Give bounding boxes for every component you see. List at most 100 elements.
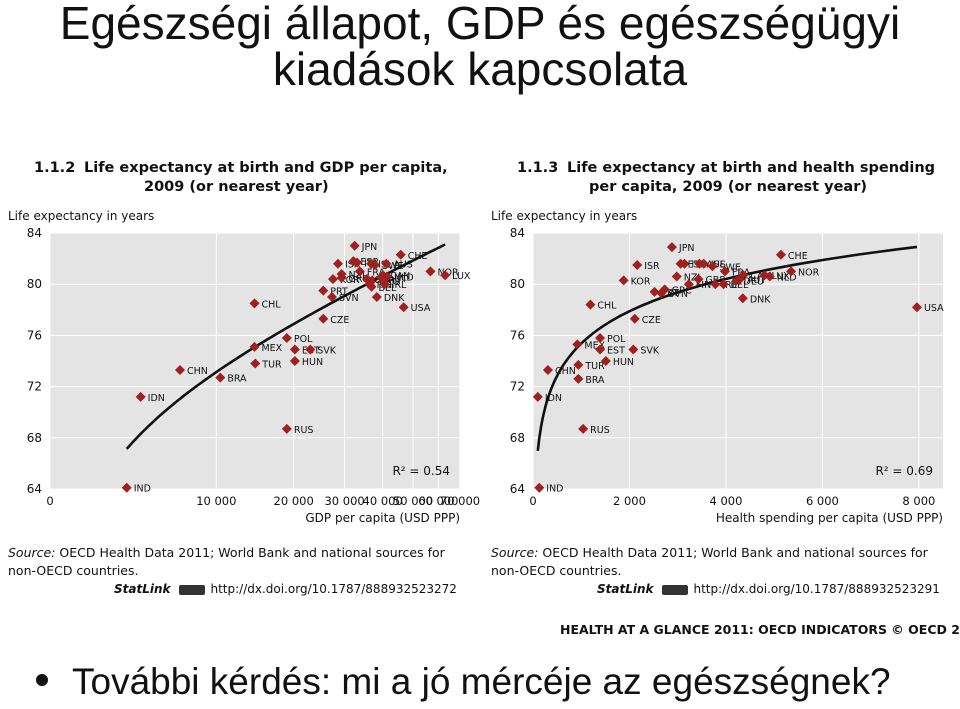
y-tick-label: 76 — [510, 328, 525, 342]
data-point-label: LUX — [772, 271, 791, 282]
data-point-marker — [381, 271, 392, 282]
x-axis-label: Health spending per capita (USD PPP) — [716, 511, 943, 525]
data-point-marker — [440, 270, 451, 281]
data-point-marker — [249, 298, 260, 309]
data-point-marker — [395, 249, 406, 260]
data-point-label: JPN — [678, 243, 695, 254]
data-point-label: CHE — [788, 251, 808, 262]
data-point-marker — [281, 332, 292, 343]
data-point-marker — [656, 288, 667, 299]
data-point-label: RUS — [590, 425, 610, 436]
data-point-label: HUN — [302, 357, 323, 368]
data-point-label: USA — [411, 303, 431, 314]
data-point-marker — [425, 266, 436, 277]
x-tick-label: 0 — [529, 494, 536, 508]
chart-title-line2: per capita, 2009 (or nearest year) — [589, 179, 867, 195]
x-tick-label: 10 000 — [196, 494, 236, 508]
slide-title: Egészségi állapot, GDP és egészségügyi k… — [0, 0, 960, 92]
data-point-marker — [628, 344, 639, 355]
data-point-marker — [710, 279, 721, 290]
data-point-label: DEU — [379, 276, 399, 287]
data-point-label: NOR — [437, 267, 459, 278]
chart-title-line2: 2009 (or nearest year) — [144, 179, 329, 195]
statlink-url[interactable]: http://dx.doi.org/10.1787/888932523272 — [210, 582, 457, 596]
data-point-marker — [289, 356, 300, 366]
data-point-marker — [352, 257, 363, 268]
chart-panel-gdp: 1.1.2 Life expectancy at birth and GDP p… — [4, 145, 480, 607]
data-point-label: CHE — [408, 251, 428, 262]
statlink-url[interactable]: http://dx.doi.org/10.1787/888932523291 — [693, 582, 940, 596]
data-point-marker — [349, 240, 360, 251]
data-point-marker — [175, 364, 186, 375]
data-point-label: CZE — [330, 315, 349, 326]
data-point-marker — [675, 258, 686, 269]
data-point-label: PRT — [330, 287, 348, 298]
data-point-label: DNK — [750, 294, 771, 305]
data-point-label: IRL — [392, 280, 407, 291]
data-point-marker — [649, 286, 660, 297]
data-point-label: KOR — [340, 275, 360, 286]
data-point-marker — [707, 261, 718, 272]
data-point-label: IND — [546, 484, 563, 495]
data-point-marker — [215, 372, 226, 383]
data-point-label: FIN — [696, 280, 711, 291]
data-point-marker — [595, 344, 606, 355]
data-point-marker — [250, 358, 261, 369]
data-point-label: BRA — [227, 374, 247, 385]
data-point-marker — [764, 271, 775, 282]
data-point-marker — [737, 293, 748, 304]
publication-footer: HEALTH AT A GLANCE 2011: OECD INDICATORS… — [560, 622, 960, 637]
y-axis-label: Life expectancy in years — [491, 209, 638, 223]
data-point-label: CAN — [750, 271, 770, 282]
data-point-label: TUR — [584, 361, 605, 372]
data-point-marker — [398, 302, 409, 313]
data-point-label: SVK — [317, 345, 337, 356]
y-tick-label: 68 — [510, 431, 525, 445]
data-point-label: CHN — [555, 366, 576, 377]
data-point-marker — [683, 279, 694, 290]
data-point-marker — [572, 339, 583, 350]
statlink: StatLink http://dx.doi.org/10.1787/888932… — [597, 582, 940, 596]
data-point-label: DEU — [744, 276, 764, 287]
data-point-label: DNK — [384, 293, 405, 304]
data-point-marker — [318, 285, 329, 296]
source-text: OECD Health Data 2011; World Bank and na… — [491, 545, 928, 578]
slide-title-line1: Egészségi állapot, GDP és egészségügyi — [59, 0, 901, 49]
data-point-label: AUS — [393, 260, 412, 271]
x-tick-label: 0 — [46, 494, 53, 508]
data-point-label: NZL — [684, 273, 704, 284]
data-point-label: HUN — [613, 357, 634, 368]
data-point-label: TUR — [261, 360, 282, 371]
scatter-plot-health-spending: 64 68 72 76 80 84 0 2 000 4 000 6 000 8 000 Health … — [510, 226, 944, 525]
data-point-marker — [693, 274, 704, 285]
x-tick-label: 40 000 — [363, 494, 403, 508]
statlink: StatLink http://dx.doi.org/10.1787/888932… — [114, 582, 457, 596]
data-point-label: CZE — [642, 315, 661, 326]
data-point-marker — [629, 313, 640, 324]
data-point-marker — [532, 391, 543, 402]
data-point-marker — [600, 356, 611, 366]
data-point-marker — [362, 274, 373, 285]
data-point-marker — [573, 373, 584, 384]
data-point-label: GRC — [349, 274, 369, 285]
data-point-label: IDN — [148, 393, 165, 404]
data-point-label: IND — [134, 484, 151, 495]
data-point-label: IDN — [545, 393, 562, 404]
statlink-logo-icon — [661, 584, 688, 595]
r-squared-label: R² = 0.54 — [392, 464, 450, 478]
source-note: Source: OECD Health Data 2011; World Ban… — [8, 544, 468, 580]
data-point-label: SWE — [719, 262, 740, 273]
data-point-marker — [632, 260, 643, 270]
r-squared-label: R² = 0.69 — [875, 464, 933, 478]
statlink-label: StatLink — [597, 582, 654, 596]
statlink-label: StatLink — [114, 582, 171, 596]
data-point-marker — [718, 279, 729, 290]
x-tick-label: 6 000 — [806, 494, 839, 508]
bullet-item: További kérdés: mi a jó mércéje az egész… — [36, 660, 891, 704]
chart-panel-health-spending: 1.1.3 Life expectancy at birth and healt… — [487, 145, 955, 607]
data-point-marker — [911, 302, 922, 313]
data-point-label: LUX — [452, 271, 471, 282]
data-point-marker — [585, 299, 596, 310]
data-point-label: CHL — [597, 301, 617, 312]
data-point-label: USA — [924, 303, 944, 314]
